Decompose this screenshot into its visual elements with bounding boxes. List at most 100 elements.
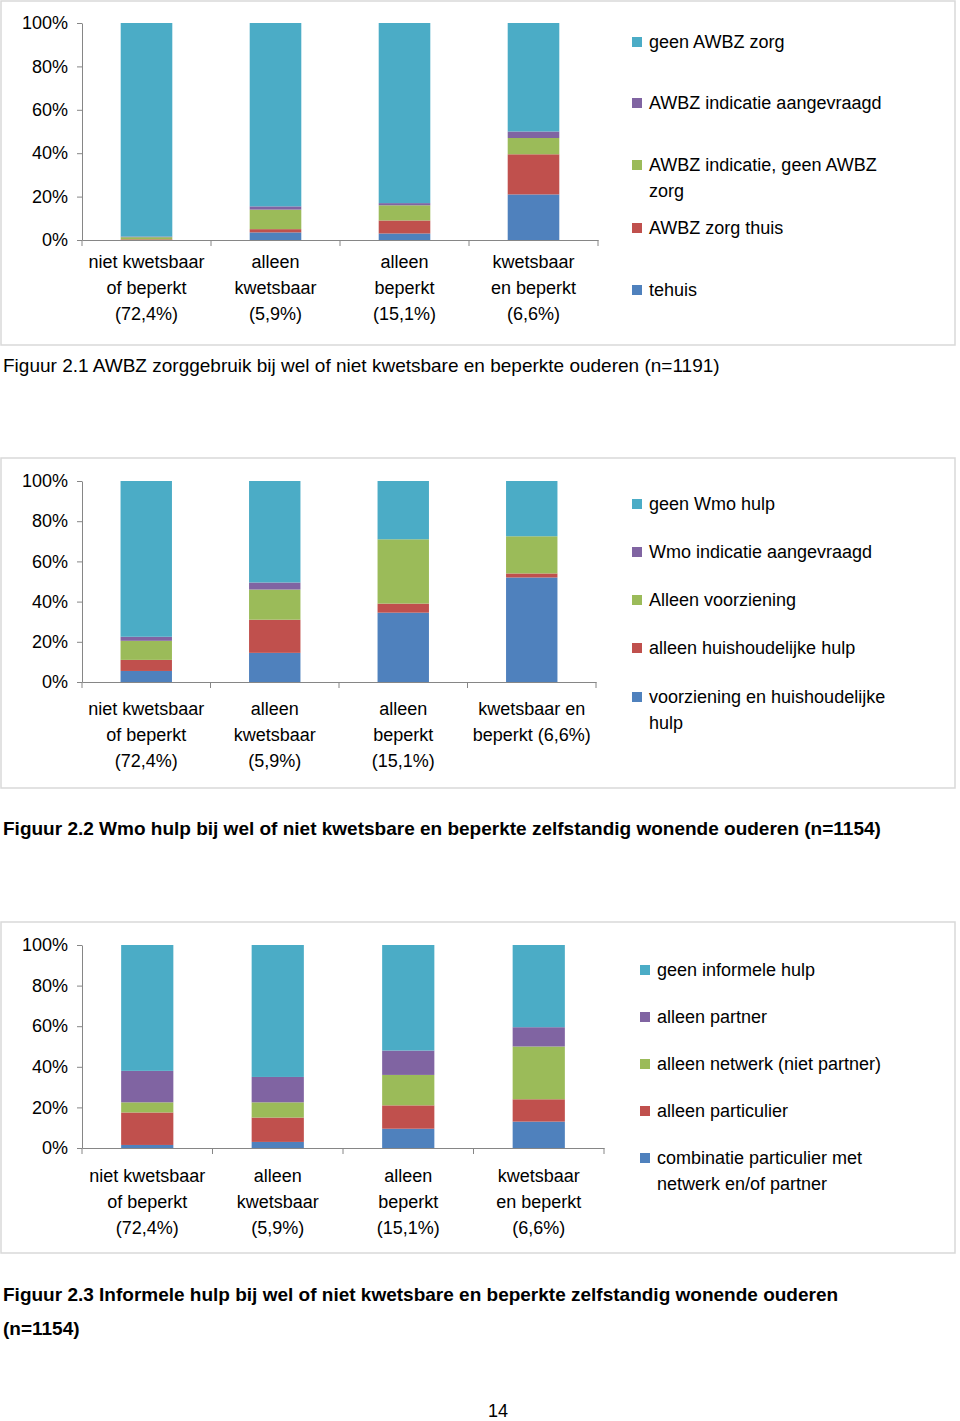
- y-tick: 40%: [32, 143, 82, 163]
- x-category-separator: [210, 682, 211, 688]
- bar-segment: [121, 481, 172, 637]
- y-tick-mark: [77, 66, 82, 67]
- legend-label: geen AWBZ zorg: [649, 32, 784, 52]
- y-tick-label: 0%: [42, 230, 68, 250]
- bar-segment: [382, 1075, 434, 1105]
- y-tick: 40%: [32, 1057, 82, 1077]
- bar-segment: [252, 1142, 304, 1148]
- x-category-separator: [343, 1148, 344, 1154]
- bar-segment: [379, 23, 431, 203]
- bar-segment: [379, 233, 431, 240]
- y-tick: 60%: [32, 552, 82, 572]
- y-tick: 40%: [32, 592, 82, 612]
- legend-swatch: [632, 547, 642, 557]
- y-tick-label: 100%: [22, 935, 68, 955]
- bar-segment: [121, 240, 173, 241]
- x-tick-label: alleenbeperkt(15,1%): [372, 699, 435, 771]
- bar-segment: [378, 604, 429, 613]
- y-tick-mark: [77, 481, 82, 482]
- bars: [121, 23, 560, 240]
- legend-label: voorziening en huishoudelijkehulp: [649, 687, 885, 733]
- x-tick-label: niet kwetsbaarof beperkt(72,4%): [88, 252, 204, 324]
- x-tick-label: alleenbeperkt(15,1%): [373, 252, 436, 324]
- x-axis: [82, 682, 597, 688]
- y-tick-mark: [77, 986, 82, 987]
- y-tick-mark: [77, 23, 82, 24]
- legend-label: AWBZ zorg thuis: [649, 218, 783, 238]
- bar-segment: [508, 132, 560, 139]
- y-tick-label: 80%: [32, 57, 68, 77]
- bar-segment: [378, 539, 429, 603]
- bar-segment: [121, 671, 172, 682]
- bar-segment: [252, 1102, 304, 1117]
- legend-label: Wmo indicatie aangevraagd: [649, 542, 872, 562]
- legend-label: alleen netwerk (niet partner): [657, 1054, 881, 1074]
- y-tick: 20%: [32, 1098, 82, 1118]
- bar-segment: [508, 138, 560, 154]
- x-category-separator: [604, 1148, 605, 1154]
- y-tick-label: 60%: [32, 1016, 68, 1036]
- legend-swatch: [632, 595, 642, 605]
- y-tick: 60%: [32, 100, 82, 120]
- bar-segment: [513, 1047, 565, 1100]
- legend-swatch: [632, 499, 642, 509]
- y-tick-mark: [77, 682, 82, 683]
- bar-segment: [378, 481, 429, 539]
- y-tick: 100%: [22, 935, 82, 955]
- bar-segment: [249, 481, 300, 583]
- x-axis: [82, 1148, 605, 1154]
- chart: 0% 20% 40% 60% 80% 100% niet kwetsbaarof beper…: [1, 922, 955, 1253]
- legend-swatch: [640, 1012, 650, 1022]
- y-tick-mark: [77, 1067, 82, 1068]
- y-tick-label: 60%: [32, 100, 68, 120]
- legend-swatch: [640, 1106, 650, 1116]
- legend-label: Alleen voorziening: [649, 590, 796, 610]
- bar-segment: [506, 481, 557, 536]
- bar-segment: [378, 613, 429, 682]
- y-tick: 0%: [42, 1138, 82, 1158]
- x-tick-label: alleenkwetsbaar(5,9%): [234, 252, 316, 324]
- bar-segment: [121, 1102, 173, 1112]
- y-tick-mark: [77, 197, 82, 198]
- y-tick: 80%: [32, 511, 82, 531]
- bar-segment: [513, 1027, 565, 1046]
- chart-frame: [1, 922, 955, 1253]
- y-tick-mark: [77, 945, 82, 946]
- y-tick-mark: [77, 1148, 82, 1149]
- chart-title: Figuur 2.3 Informele hulp bij wel of nie…: [3, 1284, 838, 1339]
- y-axis: 0% 20% 40% 60% 80% 100%: [22, 935, 83, 1158]
- x-tick-label: alleenbeperkt(15,1%): [377, 1166, 440, 1238]
- y-tick: 20%: [32, 632, 82, 652]
- x-category-separator: [340, 240, 341, 246]
- y-tick-mark: [77, 602, 82, 603]
- legend-label: geen informele hulp: [657, 960, 815, 980]
- y-tick-label: 40%: [32, 1057, 68, 1077]
- y-tick: 80%: [32, 976, 82, 996]
- x-tick-label: niet kwetsbaarof beperkt(72,4%): [88, 699, 204, 771]
- y-tick-label: 80%: [32, 976, 68, 996]
- bar-segment: [249, 620, 300, 653]
- legend-label: alleen partner: [657, 1007, 767, 1027]
- x-tick-label: alleenkwetsbaar(5,9%): [237, 1166, 319, 1238]
- y-axis: 0% 20% 40% 60% 80% 100%: [22, 13, 83, 250]
- legend-swatch: [632, 160, 642, 170]
- chart-title: Figuur 2.1 AWBZ zorggebruik bij wel of n…: [3, 355, 720, 376]
- x-category-separator: [467, 682, 468, 688]
- bar-segment: [513, 1099, 565, 1121]
- bar-segment: [382, 1051, 434, 1075]
- chart-title: Figuur 2.2 Wmo hulp bij wel of niet kwet…: [3, 818, 881, 839]
- chart-frame: [1, 458, 955, 788]
- x-tick-label: niet kwetsbaarof beperkt(72,4%): [89, 1166, 205, 1238]
- bar-segment: [506, 577, 557, 682]
- bar-segment: [252, 945, 304, 1077]
- y-tick: 20%: [32, 187, 82, 207]
- bar-segment: [508, 194, 560, 240]
- legend-swatch: [632, 37, 642, 47]
- legend-label: alleen huishoudelijke hulp: [649, 638, 855, 658]
- bar-segment: [121, 641, 172, 660]
- bar-segment: [250, 229, 302, 232]
- y-tick: 100%: [22, 13, 82, 33]
- bar-segment: [121, 945, 173, 1071]
- bar-segment: [121, 1071, 173, 1102]
- legend-swatch: [632, 285, 642, 295]
